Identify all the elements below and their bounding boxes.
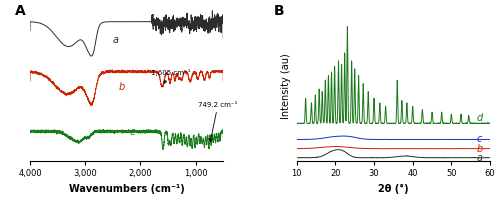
Text: c: c: [130, 126, 135, 136]
Y-axis label: Intensity (au): Intensity (au): [281, 53, 291, 119]
Text: b: b: [118, 82, 124, 92]
Text: a: a: [476, 153, 482, 163]
Text: 749.2 cm⁻¹: 749.2 cm⁻¹: [198, 101, 238, 142]
Text: B: B: [274, 4, 284, 18]
X-axis label: 2θ (°): 2θ (°): [378, 183, 408, 193]
Text: a: a: [113, 34, 119, 44]
Text: A: A: [14, 4, 26, 18]
X-axis label: Wavenumbers (cm⁻¹): Wavenumbers (cm⁻¹): [69, 183, 184, 193]
Text: c: c: [476, 133, 482, 143]
Text: b: b: [476, 143, 482, 153]
Text: 1,605 cm⁻¹: 1,605 cm⁻¹: [152, 69, 191, 84]
Text: d: d: [476, 112, 482, 122]
